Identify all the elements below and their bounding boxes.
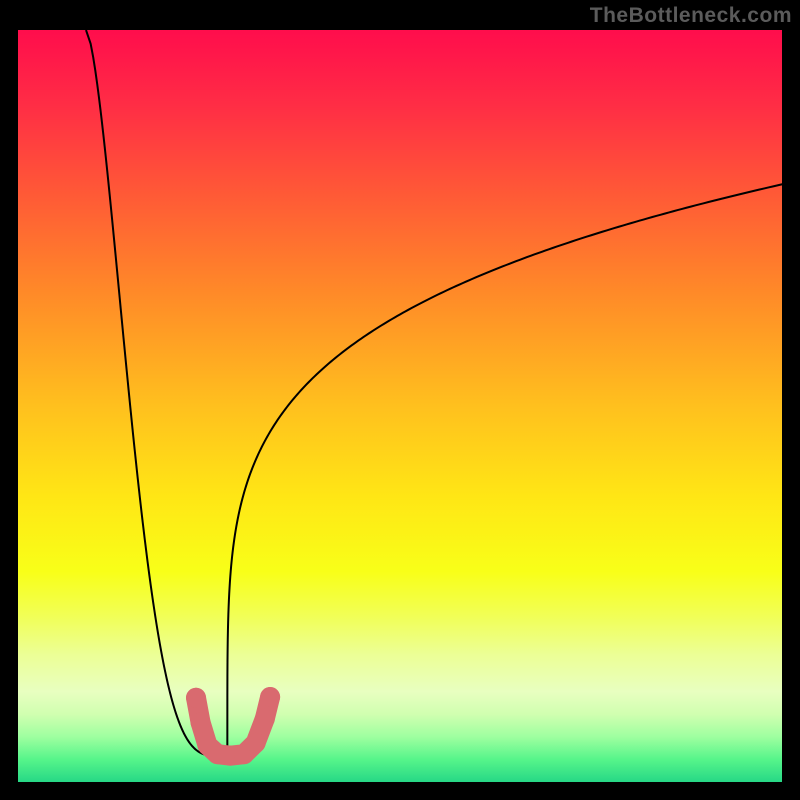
marker-bead	[186, 688, 206, 708]
plot-svg	[18, 30, 782, 782]
marker-bead	[260, 687, 280, 707]
marker-bead	[191, 713, 211, 733]
gradient-background	[18, 30, 782, 782]
plot-area	[18, 30, 782, 782]
marker-bead	[246, 733, 266, 753]
chart-root: TheBottleneck.com	[0, 0, 800, 800]
watermark-text: TheBottleneck.com	[590, 4, 792, 28]
marker-bead	[255, 709, 275, 729]
